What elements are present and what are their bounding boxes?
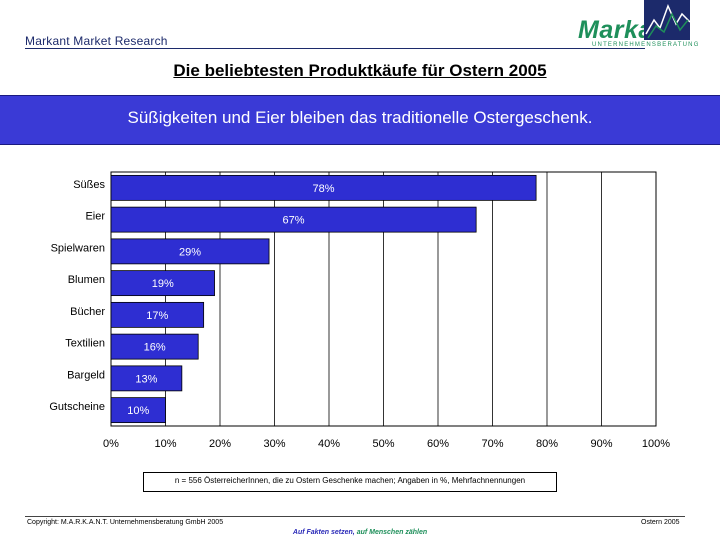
bar — [110, 397, 166, 424]
bar — [110, 174, 537, 201]
category-label: Eier — [85, 211, 105, 223]
category-label: Blumen — [68, 274, 105, 286]
footer-divider — [25, 516, 685, 517]
page-title: Die beliebtesten Produktkäufe für Ostern… — [173, 61, 547, 80]
category-label: Spielwaren — [51, 242, 105, 254]
category-label: Bargeld — [67, 369, 105, 381]
bar-value-label: 29% — [179, 246, 201, 258]
footer-copyright: Copyright: M.A.R.K.A.N.T. Unternehmensbe… — [27, 519, 224, 526]
footer-slogan-part2: auf Menschen zählen — [356, 529, 428, 536]
headline-banner-text: Süßigkeiten und Eier bleiben das traditi… — [127, 108, 593, 127]
bar — [110, 238, 270, 265]
x-tick-label: 0% — [103, 438, 119, 450]
x-tick-label: 70% — [481, 438, 503, 450]
bar — [110, 270, 215, 297]
sample-note-text: n = 556 ÖsterreicherInnen, die zu Ostern… — [174, 476, 526, 485]
x-tick-label: 80% — [536, 438, 558, 450]
sample-note-box — [143, 472, 557, 492]
x-tick-label: 50% — [372, 438, 394, 450]
x-tick-label: 30% — [263, 438, 285, 450]
bar-chart: 78% 67% 29% 19% 17% 16% 13% 10% Süßes Eier Spielw… — [49, 171, 670, 450]
header-company-name: Markant Market Research — [25, 34, 168, 48]
footer-date: Ostern 2005 — [641, 519, 680, 526]
category-label: Gutscheine — [49, 401, 105, 413]
x-tick-label: 90% — [590, 438, 612, 450]
bar — [110, 333, 199, 360]
category-label: Süßes — [73, 179, 105, 191]
bar — [110, 301, 205, 328]
logo-graph-icon — [644, 0, 691, 40]
bar-value-label: 17% — [146, 310, 168, 322]
logo-subtitle: UNTERNEHMENSBERATUNG — [592, 42, 700, 48]
x-tick-label: 20% — [209, 438, 231, 450]
bar-value-label: 16% — [144, 342, 166, 354]
bar-value-label: 67% — [283, 215, 305, 227]
footer-slogan-part1: Auf Fakten setzen, — [292, 529, 355, 536]
category-label: Bücher — [70, 306, 105, 318]
category-label: Textilien — [65, 338, 105, 350]
bar-value-label: 19% — [152, 278, 174, 290]
bar-value-label: 10% — [127, 405, 149, 417]
headline-banner — [0, 95, 720, 145]
x-tick-label: 40% — [318, 438, 340, 450]
x-tick-label: 100% — [642, 438, 670, 450]
bar — [110, 365, 183, 392]
x-tick-label: 60% — [427, 438, 449, 450]
footer-slogan: Auf Fakten setzen, auf Menschen zählen — [0, 529, 720, 536]
chart-x-ticks: 0% 10% 20% 30% 40% 50% 60% 70% 80% 90% 100% — [103, 438, 670, 450]
x-tick-label: 10% — [154, 438, 176, 450]
header-divider — [25, 48, 645, 49]
bar-value-label: 78% — [313, 183, 335, 195]
chart-bars: 78% 67% 29% 19% 17% 16% 13% 10% — [110, 174, 537, 424]
bar-value-label: 13% — [135, 373, 157, 385]
bar — [110, 206, 477, 233]
chart-category-labels: Süßes Eier Spielwaren Blumen Bücher Textilien… — [49, 179, 105, 413]
